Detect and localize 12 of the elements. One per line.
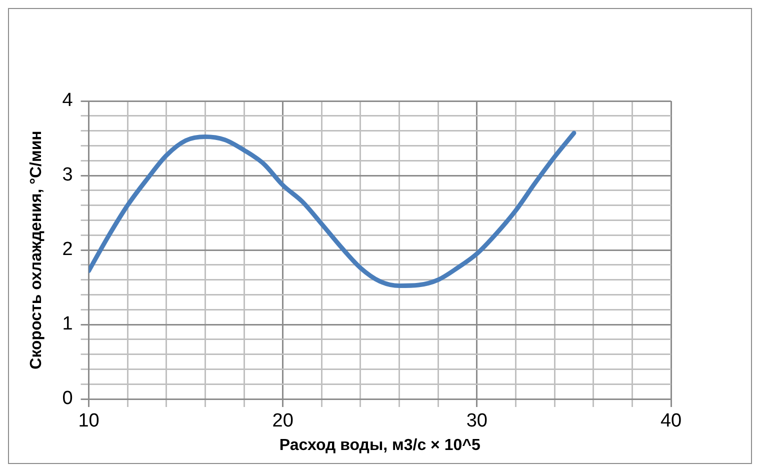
x-tick-label: 40 — [660, 410, 682, 432]
y-tick-label: 0 — [62, 388, 73, 410]
y-tick-label: 3 — [62, 164, 73, 186]
x-tick-label: 20 — [272, 410, 294, 432]
y-axis-title: Скорость охлаждения, °С/мин — [28, 130, 46, 370]
x-tick-label: 30 — [466, 410, 488, 432]
y-tick-label: 2 — [62, 239, 73, 260]
x-axis-title: Расход воды, м3/с × 10^5 — [279, 436, 480, 454]
y-tick-label: 1 — [62, 314, 73, 335]
x-tick-label: 10 — [78, 410, 100, 432]
y-tick-label: 4 — [62, 90, 74, 112]
line-series — [88, 130, 576, 288]
